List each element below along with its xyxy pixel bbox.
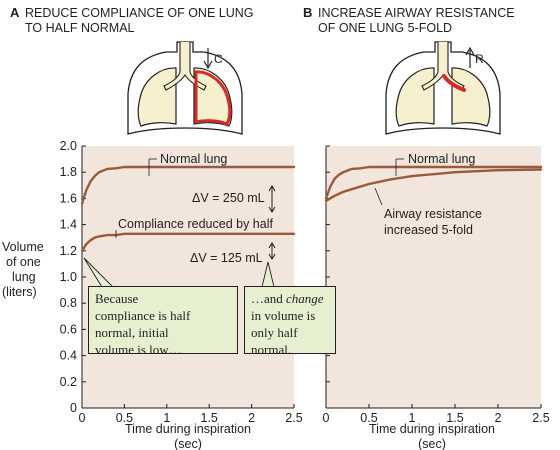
note-left-line3: normal, initial [95,325,169,340]
x-tick-label-b-1: 0.5 [360,411,377,425]
y-tick-label-a-8: 1.6 [60,191,77,205]
label-a-normal-lung: Normal lung [160,152,227,166]
y-axis-title-line1: Volume [2,240,44,254]
panel-b-title-line2: OF ONE LUNG 5-FOLD [318,21,452,35]
x-tick-label-b-3: 1.5 [446,411,463,425]
series-line-a-0 [80,165,296,205]
x-tick-label-a-4: 2 [248,411,255,425]
label-b-resistance-line2: increased 5-fold [384,223,473,237]
x-tick-label-a-5: 2.5 [285,411,302,425]
panel-a-title-line2: TO HALF NORMAL [25,21,135,35]
x-axis-title-a-line1: Time during inspiration [125,422,251,436]
y-axis-title-line2: of one [6,255,41,269]
y-tick-label-a-10: 2.0 [60,139,77,153]
panel-a-letter: A [10,5,20,20]
y-tick-label-a-4: 0.8 [60,296,77,310]
y-tick-label-a-3: 0.6 [60,322,77,336]
note-initial-volume-low: Because compliance is half normal, initi… [88,286,238,357]
plot-area-a [82,146,294,408]
label-a-dv125: ΔV = 125 mL [190,251,263,265]
panel-a-title-line1: REDUCE COMPLIANCE OF ONE LUNG [25,6,254,20]
label-a-compliance-reduced: Compliance reduced by half [118,217,273,231]
x-tick-label-b-0: 0 [323,411,330,425]
series-line-b-1 [324,168,543,203]
x-tick-label-b-2: 1 [409,411,416,425]
x-tick-label-a-0: 0 [79,411,86,425]
y-tick-label-a-7: 1.4 [60,218,77,232]
resistance-label: R [475,52,484,66]
plot-area-b [326,146,541,408]
y-tick-label-a-9: 1.8 [60,165,77,179]
leader-b-resistance [374,187,383,206]
note-right-line1: …and [251,291,283,306]
y-tick-label-a-0: 0 [70,401,77,415]
note-left-line4: volume is low… [95,342,182,357]
note-right-line4: normal. [251,342,292,357]
y-axis-title-line4: (liters) [2,285,37,299]
label-b-resistance-line1: Airway resistance [384,207,482,221]
lung-reduced-compliance-icon: C [120,41,250,135]
note-right-line1-wrap: …and change [251,290,329,307]
x-axis-title-a-line2: (sec) [174,437,202,450]
panel-b-letter: B [303,5,312,20]
lung-increased-resistance-icon: R [378,41,508,135]
x-tick-label-b-5: 2.5 [532,411,549,425]
x-tick-label-b-4: 2 [495,411,502,425]
label-a-dv250: ΔV = 250 mL [192,191,265,205]
y-tick-label-a-6: 1.2 [60,244,77,258]
note-left-line2: compliance is half [95,308,191,323]
y-tick-label-a-2: 0.4 [60,349,77,363]
note-right-line3: only half [251,325,298,340]
x-axis-title-b-line2: (sec) [418,437,446,450]
y-axis-title-line3: lung [12,270,36,284]
x-tick-label-a-2: 1 [163,411,170,425]
note-left-line1: Because [95,291,139,306]
series-line-b-0 [324,165,543,200]
x-tick-label-a-1: 0.5 [116,411,133,425]
y-tick-label-a-5: 1.0 [60,270,77,284]
label-b-normal-lung: Normal lung [408,152,475,166]
x-axis-title-b-line1: Time during inspiration [369,422,495,436]
panel-b-title-line1: INCREASE AIRWAY RESISTANCE [318,6,515,20]
note-right-line1-emphasis: change [286,291,324,306]
note-change-half-normal: …and change in volume is only half norma… [244,286,336,357]
dv250-double-arrow [268,185,276,213]
y-tick-label-a-1: 0.2 [60,375,77,389]
compliance-label: C [214,52,223,66]
dv125-double-arrow [268,242,276,260]
chart-marks: 0 0.5 1 1.5 2 2.5 0 0.2 0.4 0.6 0.8 1.0 1.2 1.4 1.6 1.8… [60,139,550,425]
x-tick-label-a-3: 1.5 [201,411,218,425]
note-right-line2: in volume is [251,308,316,323]
